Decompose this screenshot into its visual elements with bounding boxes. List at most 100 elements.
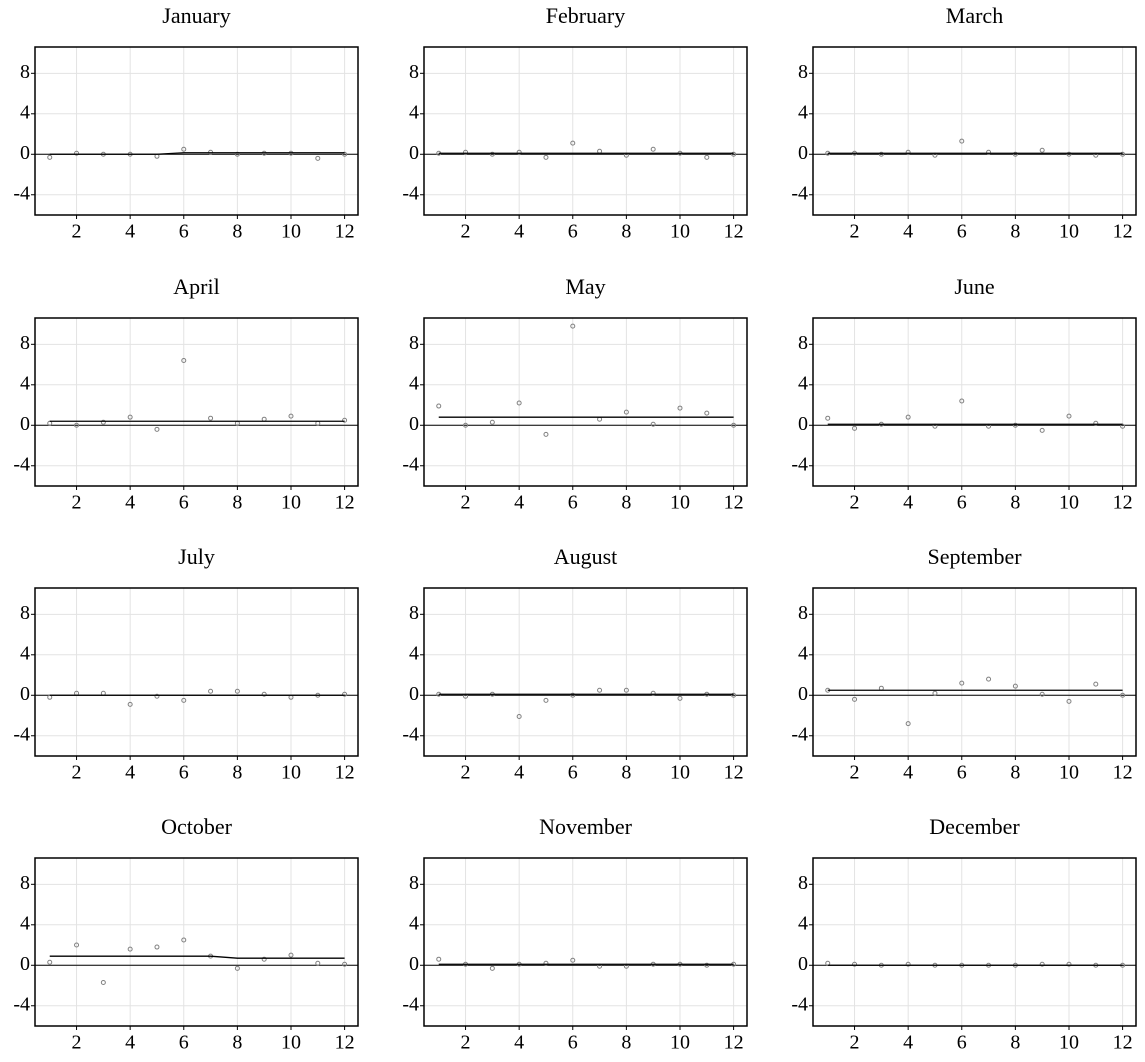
panel: January -4 0 4 8 2 4 6 8 10 12 [13,3,359,243]
y-tick-label: 0 [409,683,419,705]
point [181,697,187,703]
point [570,140,576,146]
x-tick-label: 10 [281,1032,301,1054]
panel: August -4 0 4 8 2 4 6 8 10 12 [402,544,748,784]
x-tick-label: 10 [281,221,301,243]
point [1093,420,1099,426]
x-tick-label: 6 [957,492,967,514]
y-tick-label: 4 [20,642,30,664]
x-tick-label: 12 [1113,762,1133,784]
point [489,965,495,971]
x-tick-label: 2 [850,221,860,243]
panel-title: December [929,814,1020,839]
x-tick-label: 12 [1113,221,1133,243]
x-tick-label: 10 [281,492,301,514]
point [543,697,549,703]
point [677,695,683,701]
y-tick-label: -4 [791,993,808,1015]
x-tick-label: 6 [179,1032,189,1054]
x-tick-label: 8 [232,492,242,514]
x-tick-label: 12 [724,1032,744,1054]
point [570,323,576,329]
x-tick-label: 2 [461,1032,471,1054]
plot-frame [34,587,359,757]
point [1120,151,1126,157]
y-tick-label: 0 [20,413,30,435]
point [932,690,938,696]
point [127,414,133,420]
y-tick-label: -4 [402,453,419,475]
point [1066,413,1072,419]
point [516,400,522,406]
panel-title: July [178,544,215,569]
point [100,979,106,985]
x-tick-label: 12 [1113,1032,1133,1054]
point [597,687,603,693]
x-tick-label: 10 [1059,762,1079,784]
x-tick-label: 2 [850,762,860,784]
point [570,692,576,698]
point [342,961,348,967]
y-tick-label: -4 [791,723,808,745]
panel: October -4 0 4 8 2 4 6 8 10 12 [13,814,359,1054]
plot-frame [812,317,1137,487]
x-tick-label: 6 [179,221,189,243]
plot-frame [812,46,1137,216]
x-tick-label: 6 [957,221,967,243]
panel: July -4 0 4 8 2 4 6 8 10 12 [13,544,359,784]
point [208,415,214,421]
x-tick-label: 4 [125,762,135,784]
point [650,421,656,427]
x-tick-label: 12 [724,221,744,243]
y-tick-label: 8 [20,332,30,354]
point [489,151,495,157]
y-tick-label: 0 [798,953,808,975]
x-tick-label: 12 [724,762,744,784]
point [1039,427,1045,433]
x-tick-label: 6 [957,1032,967,1054]
point [261,691,267,697]
point [704,410,710,416]
point [825,415,831,421]
point [959,138,965,144]
point [852,425,858,431]
point [154,693,160,699]
x-tick-label: 4 [903,762,913,784]
y-tick-label: -4 [13,723,30,745]
x-tick-label: 2 [461,221,471,243]
point [905,149,911,155]
y-tick-label: 4 [409,912,419,934]
panel: November -4 0 4 8 2 4 6 8 10 12 [402,814,748,1054]
point [852,696,858,702]
y-tick-label: 0 [798,142,808,164]
point [489,419,495,425]
y-tick-label: -4 [13,453,30,475]
y-tick-label: 8 [409,602,419,624]
x-tick-label: 4 [514,762,524,784]
y-tick-label: 4 [409,642,419,664]
point [181,146,187,152]
panel: March -4 0 4 8 2 4 6 8 10 12 [791,3,1137,243]
plot-frame [34,317,359,487]
point [905,721,911,727]
x-tick-label: 10 [670,762,690,784]
panel-title: August [554,544,618,569]
x-tick-label: 4 [903,1032,913,1054]
x-tick-label: 8 [621,762,631,784]
y-tick-label: 0 [798,413,808,435]
x-tick-label: 6 [568,1032,578,1054]
point [731,151,737,157]
point [100,419,106,425]
point [905,961,911,967]
point [288,952,294,958]
fit-line [49,955,345,959]
x-tick-label: 2 [72,762,82,784]
y-tick-label: -4 [791,182,808,204]
x-tick-label: 10 [1059,221,1079,243]
point [878,151,884,157]
point [342,417,348,423]
x-tick-label: 12 [335,221,355,243]
point [570,957,576,963]
point [852,961,858,967]
point [731,692,737,698]
